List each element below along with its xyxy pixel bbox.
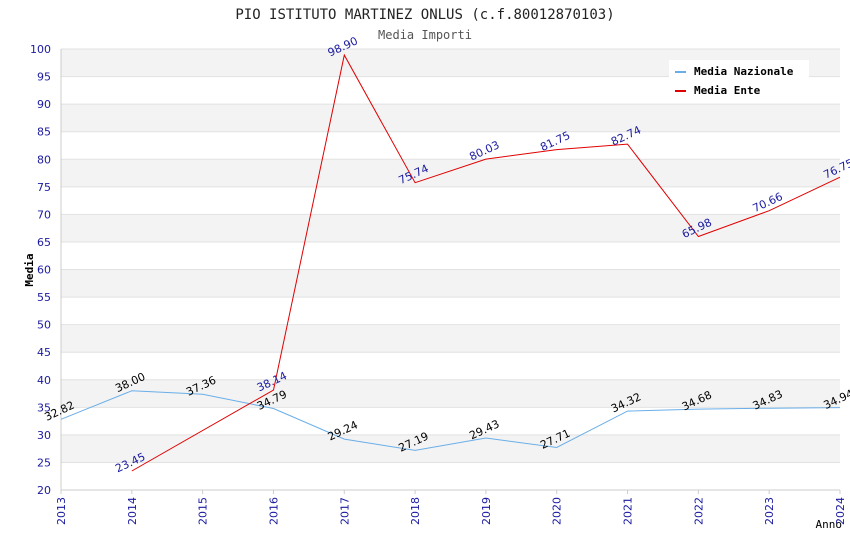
y-tick-label: 90: [37, 98, 51, 111]
y-tick-label: 40: [37, 374, 51, 387]
y-tick-label: 80: [37, 153, 51, 166]
x-tick-label: 2024: [834, 497, 847, 525]
y-tick-label: 100: [30, 43, 51, 56]
x-tick-label: 2020: [551, 497, 564, 525]
x-tick-label: 2021: [622, 497, 635, 525]
x-tick-label: 2019: [480, 497, 493, 525]
series-lines: [60, 53, 841, 472]
y-tick-label: 35: [37, 401, 51, 414]
y-tick-label: 85: [37, 126, 51, 139]
axes: [60, 49, 841, 494]
background-band: [61, 462, 840, 490]
background-band: [61, 104, 840, 132]
chart-title: PIO ISTITUTO MARTINEZ ONLUS (c.f.8001287…: [235, 7, 614, 23]
background-band: [61, 352, 840, 380]
x-tick-label: 2016: [267, 497, 280, 525]
gridlines: [61, 48, 840, 491]
y-tick-labels: 20 25 30 35 40 45 50 55 60 65 70 75 80 85 90 95 100: [30, 43, 51, 497]
background-band: [61, 241, 840, 270]
series-line-media-nazionale: [60, 390, 841, 451]
series-line-media-ente: [131, 53, 841, 472]
y-tick-label: 70: [37, 208, 51, 221]
x-axis-label: Anno: [816, 518, 843, 531]
y-tick-label: 30: [37, 429, 51, 442]
background-band: [61, 297, 840, 325]
y-axis-label: Media: [23, 253, 36, 286]
background-band: [61, 434, 840, 463]
background-band: [61, 269, 840, 298]
background-band: [61, 186, 840, 215]
x-tick-label: 2017: [338, 497, 351, 525]
chart-subtitle: Media Importi: [378, 28, 472, 42]
legend-box: [669, 60, 809, 102]
background-band: [61, 159, 840, 187]
x-tick-label: 2018: [409, 497, 422, 525]
y-tick-label: 55: [37, 291, 51, 304]
legend: Media Nazionale Media Ente: [669, 60, 809, 102]
y-tick-label: 65: [37, 236, 51, 249]
y-tick-label: 45: [37, 346, 51, 359]
background-band: [61, 214, 840, 242]
x-tick-label: 2013: [55, 497, 68, 525]
y-tick-label: 95: [37, 71, 51, 84]
y-tick-label: 75: [37, 181, 51, 194]
x-tick-label: 2014: [126, 497, 139, 525]
x-tick-label: 2023: [763, 497, 776, 525]
background-band: [61, 131, 840, 160]
y-tick-label: 25: [37, 456, 51, 469]
y-tick-label: 20: [37, 484, 51, 497]
legend-label-media-nazionale: Media Nazionale: [694, 65, 794, 78]
y-tick-label: 60: [37, 264, 51, 277]
x-tick-label: 2022: [692, 497, 705, 525]
x-tick-labels: 2013 2014 2015 2016 2017 2018 2019 2020 2021 2022…: [55, 497, 847, 525]
legend-label-media-ente: Media Ente: [694, 84, 761, 97]
y-tick-label: 50: [37, 319, 51, 332]
plot-background-bands: [61, 49, 840, 490]
background-band: [61, 324, 840, 353]
background-band: [61, 407, 840, 435]
x-tick-label: 2015: [197, 497, 210, 525]
